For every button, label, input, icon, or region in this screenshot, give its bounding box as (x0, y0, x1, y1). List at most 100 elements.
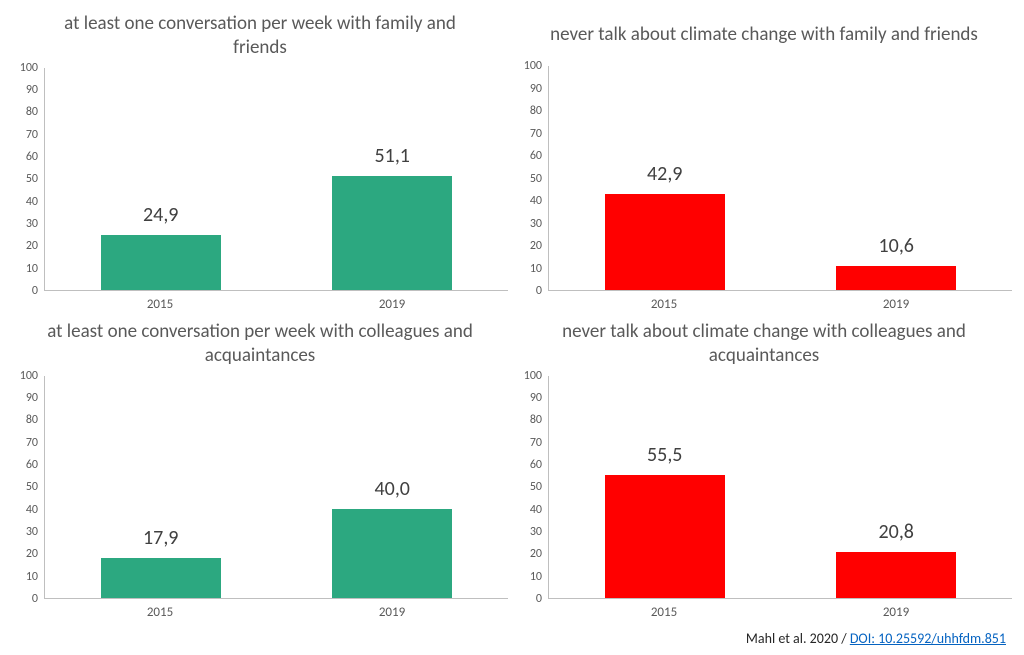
bar: 55,5 (605, 475, 725, 598)
bar-slot-2015: 24,9 (45, 68, 277, 291)
bar: 20,8 (836, 552, 956, 598)
y-tick: 70 (26, 129, 38, 141)
plot: 55,5 20,8 (548, 376, 1012, 600)
chart-area: 1009080706050403020100 42,9 10,6 (516, 66, 1012, 312)
y-axis: 1009080706050403020100 (516, 376, 548, 600)
bar: 17,9 (101, 558, 221, 598)
plot: 17,9 40,0 (44, 376, 508, 600)
y-tick: 80 (530, 105, 542, 117)
y-tick: 0 (32, 593, 38, 605)
y-tick: 80 (26, 414, 38, 426)
y-tick: 30 (530, 526, 542, 538)
y-tick: 90 (26, 392, 38, 404)
bar: 24,9 (101, 235, 221, 290)
bar-value-label: 10,6 (879, 234, 914, 266)
panel-tr: never talk about climate change with fam… (516, 8, 1012, 312)
y-tick: 80 (26, 106, 38, 118)
y-tick: 10 (26, 263, 38, 275)
y-tick: 30 (530, 218, 542, 230)
x-tick: 2019 (276, 291, 508, 312)
y-tick: 70 (530, 128, 542, 140)
bar-value-label: 51,1 (375, 144, 410, 176)
bar-value-label: 20,8 (879, 520, 914, 552)
y-tick: 90 (530, 392, 542, 404)
panel-bl: at least one conversation per week with … (12, 316, 508, 620)
panel-title: never talk about climate change with fam… (516, 8, 1012, 66)
chart-grid: at least one conversation per week with … (0, 0, 1024, 620)
y-tick: 80 (530, 414, 542, 426)
x-axis: 2015 2019 (12, 599, 508, 620)
y-tick: 30 (26, 218, 38, 230)
x-axis: 2015 2019 (12, 291, 508, 312)
x-tick: 2015 (44, 599, 276, 620)
y-tick: 20 (26, 240, 38, 252)
y-tick: 10 (530, 571, 542, 583)
y-tick: 100 (524, 370, 542, 382)
bar: 42,9 (605, 194, 725, 290)
bar-value-label: 55,5 (647, 443, 682, 475)
y-tick: 100 (524, 60, 542, 72)
bar-value-label: 42,9 (647, 162, 682, 194)
bar-slot-2019: 51,1 (277, 68, 509, 291)
y-tick: 90 (530, 83, 542, 95)
y-tick: 70 (530, 437, 542, 449)
y-tick: 10 (26, 571, 38, 583)
x-tick: 2015 (44, 291, 276, 312)
citation-link[interactable]: DOI: 10.25592/uhhfdm.851 (850, 630, 1006, 647)
y-tick: 50 (530, 481, 542, 493)
plot: 24,9 51,1 (44, 68, 508, 292)
y-axis: 1009080706050403020100 (12, 68, 44, 292)
y-tick: 40 (26, 196, 38, 208)
y-tick: 30 (26, 526, 38, 538)
x-axis: 2015 2019 (516, 291, 1012, 312)
y-tick: 50 (26, 173, 38, 185)
panel-title: at least one conversation per week with … (12, 8, 508, 68)
bar-value-label: 17,9 (143, 526, 178, 558)
bar-slot-2019: 10,6 (781, 66, 1013, 290)
panel-br: never talk about climate change with col… (516, 316, 1012, 620)
y-tick: 0 (32, 285, 38, 297)
y-tick: 90 (26, 84, 38, 96)
y-tick: 100 (20, 370, 38, 382)
y-tick: 20 (530, 548, 542, 560)
y-tick: 100 (20, 62, 38, 74)
y-tick: 20 (26, 548, 38, 560)
y-tick: 0 (536, 593, 542, 605)
bar-value-label: 40,0 (375, 477, 410, 509)
x-tick: 2019 (780, 291, 1012, 312)
x-tick: 2015 (548, 291, 780, 312)
y-tick: 60 (530, 150, 542, 162)
x-tick: 2015 (548, 599, 780, 620)
y-tick: 70 (26, 437, 38, 449)
panel-title: at least one conversation per week with … (12, 316, 508, 376)
x-tick: 2019 (276, 599, 508, 620)
y-tick: 40 (530, 195, 542, 207)
panel-title: never talk about climate change with col… (516, 316, 1012, 376)
panel-tl: at least one conversation per week with … (12, 8, 508, 312)
bar-slot-2019: 40,0 (277, 376, 509, 599)
y-tick: 10 (530, 263, 542, 275)
y-tick: 20 (530, 240, 542, 252)
chart-area: 1009080706050403020100 17,9 40,0 (12, 376, 508, 621)
bar-slot-2015: 55,5 (549, 376, 781, 599)
y-axis: 1009080706050403020100 (12, 376, 44, 600)
y-tick: 40 (26, 504, 38, 516)
y-tick: 50 (530, 173, 542, 185)
y-tick: 60 (530, 459, 542, 471)
plot: 42,9 10,6 (548, 66, 1012, 291)
bar-slot-2015: 17,9 (45, 376, 277, 599)
chart-area: 1009080706050403020100 55,5 20,8 (516, 376, 1012, 621)
x-axis: 2015 2019 (516, 599, 1012, 620)
bar: 10,6 (836, 266, 956, 290)
citation-prefix: Mahl et al. 2020 / (746, 630, 850, 647)
x-tick: 2019 (780, 599, 1012, 620)
y-tick: 50 (26, 481, 38, 493)
y-tick: 40 (530, 504, 542, 516)
y-tick: 60 (26, 151, 38, 163)
bar: 51,1 (332, 176, 452, 290)
y-tick: 0 (536, 285, 542, 297)
bar-value-label: 24,9 (143, 203, 178, 235)
bar: 40,0 (332, 509, 452, 598)
bar-slot-2015: 42,9 (549, 66, 781, 290)
y-axis: 1009080706050403020100 (516, 66, 548, 291)
